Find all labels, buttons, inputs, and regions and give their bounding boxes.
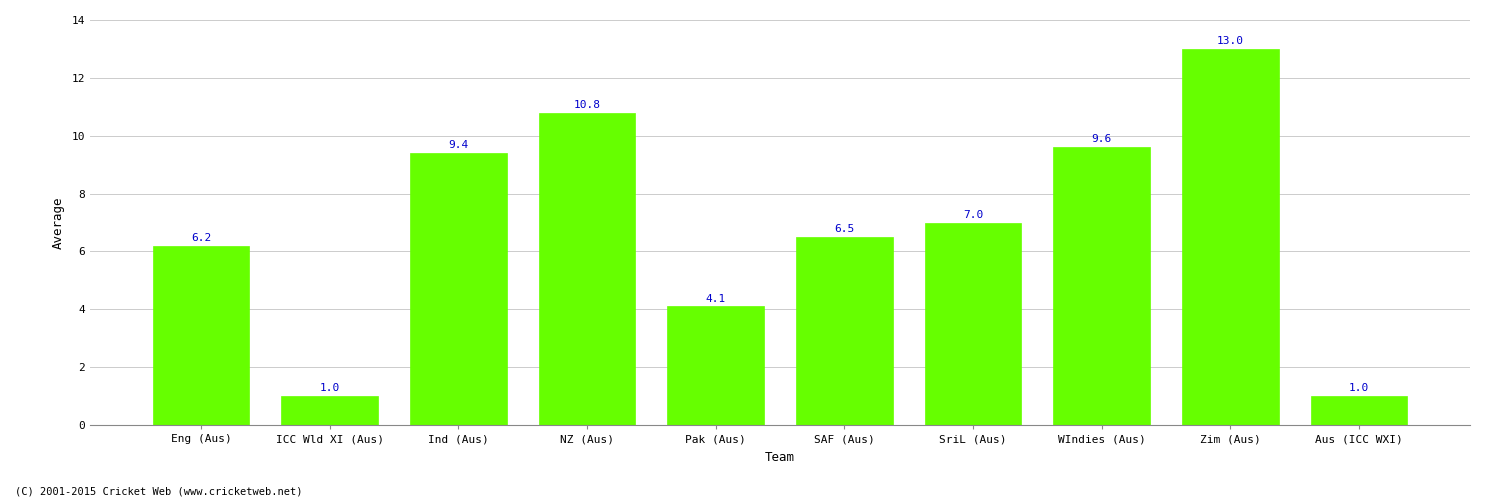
Text: 9.6: 9.6: [1092, 134, 1112, 144]
Bar: [1182, 49, 1278, 425]
Text: 9.4: 9.4: [448, 140, 468, 150]
Text: 4.1: 4.1: [705, 294, 726, 304]
Bar: [1311, 396, 1407, 425]
Text: 13.0: 13.0: [1216, 36, 1243, 46]
Text: 1.0: 1.0: [320, 383, 340, 393]
Text: 6.2: 6.2: [190, 233, 211, 243]
Bar: [796, 237, 892, 425]
Y-axis label: Average: Average: [51, 196, 64, 248]
Bar: [668, 306, 764, 425]
Bar: [926, 222, 1022, 425]
Bar: [538, 112, 634, 425]
Bar: [1053, 148, 1150, 425]
Text: 1.0: 1.0: [1348, 383, 1370, 393]
Bar: [282, 396, 378, 425]
Text: 6.5: 6.5: [834, 224, 855, 234]
Text: 7.0: 7.0: [963, 210, 982, 220]
Bar: [410, 153, 507, 425]
Text: 10.8: 10.8: [573, 100, 600, 110]
X-axis label: Team: Team: [765, 451, 795, 464]
Text: (C) 2001-2015 Cricket Web (www.cricketweb.net): (C) 2001-2015 Cricket Web (www.cricketwe…: [15, 487, 303, 497]
Bar: [153, 246, 249, 425]
